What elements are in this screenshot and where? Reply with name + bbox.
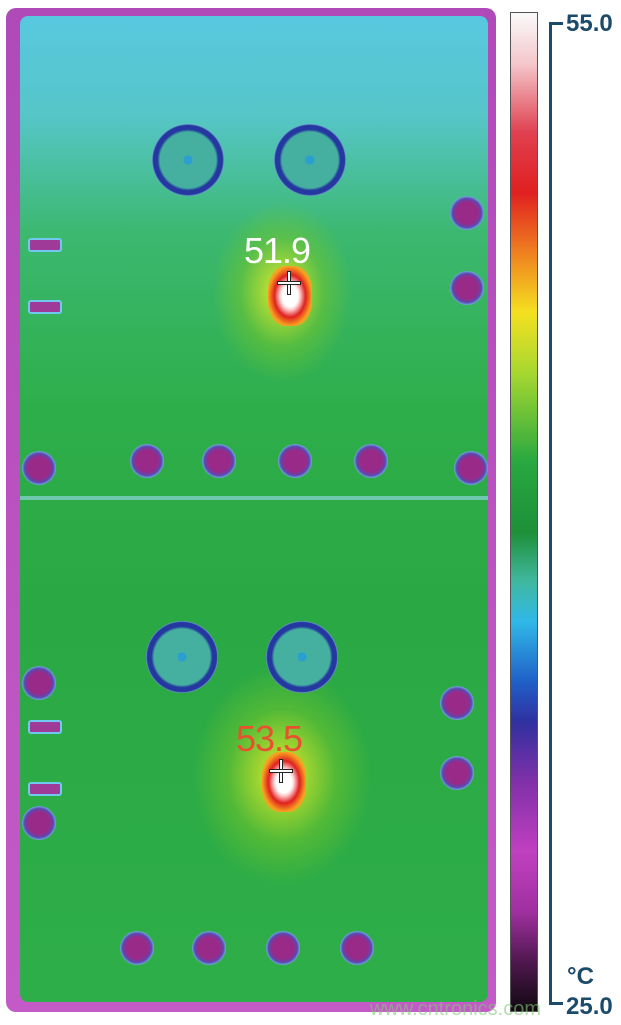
temperature-colorbar <box>510 12 538 1012</box>
pad <box>450 271 484 305</box>
scale-tick <box>549 22 563 25</box>
component <box>28 300 62 314</box>
scale-min-label: 25.0 <box>566 993 613 1020</box>
pad <box>354 444 388 478</box>
board-seam <box>20 496 488 500</box>
connector <box>152 124 224 196</box>
pad <box>440 686 474 720</box>
hotspot <box>262 752 306 812</box>
hotspot <box>268 266 312 326</box>
thermal-image: 51.9 53.5 <box>6 8 496 1012</box>
connector <box>274 124 346 196</box>
connector <box>146 621 218 693</box>
pad <box>278 444 312 478</box>
component <box>28 782 62 796</box>
pad <box>22 451 56 485</box>
pcb-board <box>20 16 488 1002</box>
scale-tick <box>549 1002 563 1005</box>
crosshair-icon <box>270 760 292 782</box>
pad <box>202 444 236 478</box>
pad <box>130 444 164 478</box>
pad <box>450 196 484 230</box>
hotspot-temp-label: 51.9 <box>244 230 311 271</box>
crosshair-icon <box>278 272 300 294</box>
pad <box>120 931 154 965</box>
connector <box>266 621 338 693</box>
pad <box>340 931 374 965</box>
pad <box>22 806 56 840</box>
component <box>28 238 62 252</box>
pad <box>454 451 488 485</box>
pad <box>266 931 300 965</box>
component <box>28 720 62 734</box>
scale-axis <box>549 22 552 1005</box>
scale-max-label: 55.0 <box>566 10 613 37</box>
hotspot-temp-label: 53.5 <box>236 718 303 759</box>
pad <box>22 666 56 700</box>
pad <box>440 756 474 790</box>
watermark: www.cntronics.com <box>369 998 541 1020</box>
scale-unit-label: °C <box>567 963 594 990</box>
pad <box>192 931 226 965</box>
